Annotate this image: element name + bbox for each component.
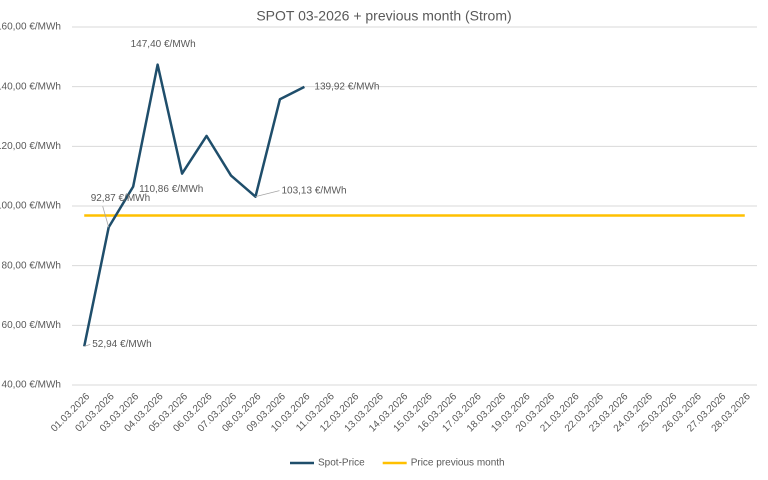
legend-label: Spot-Price (318, 458, 365, 469)
y-tick-label: 60,00 €/MWh (2, 320, 61, 331)
data-label: 110,86 €/MWh (139, 184, 203, 195)
y-tick-label: 40,00 €/MWh (2, 380, 61, 391)
y-tick-label: 140,00 €/MWh (0, 81, 61, 92)
y-tick-label: 160,00 €/MWh (0, 22, 61, 33)
data-label: 52,94 €/MWh (92, 339, 151, 350)
leader-line (84, 344, 91, 347)
data-label: 103,13 €/MWh (281, 185, 346, 196)
leader-line (255, 190, 280, 198)
data-label: 92,87 €/MWh (91, 193, 150, 204)
y-tick-label: 100,00 €/MWh (0, 201, 61, 212)
y-tick-label: 120,00 €/MWh (0, 141, 61, 152)
leader-line (102, 206, 110, 228)
series-line (83, 63, 305, 347)
legend-label: Price previous month (411, 458, 505, 469)
chart-title: SPOT 03-2026 + previous month (Strom) (256, 8, 511, 24)
data-label: 147,40 €/MWh (131, 39, 196, 50)
data-label: 139,92 €/MWh (314, 82, 379, 93)
y-tick-label: 80,00 €/MWh (2, 260, 61, 271)
